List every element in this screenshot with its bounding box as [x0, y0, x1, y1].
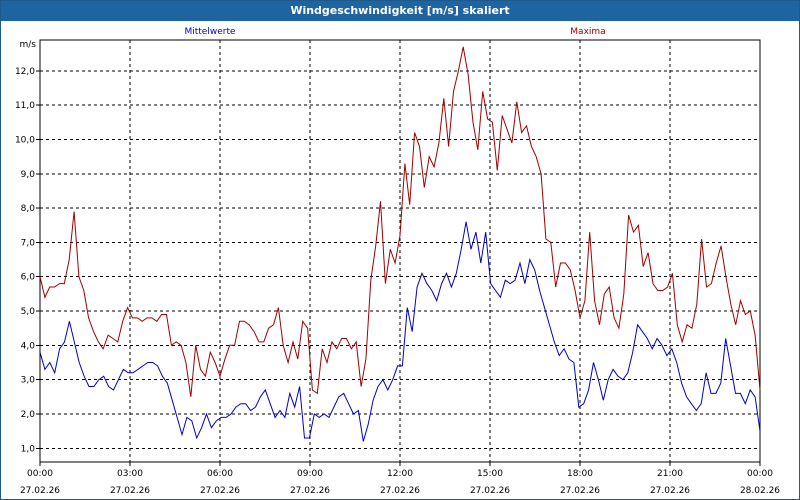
x-tick-date: 27.02.26	[380, 486, 420, 496]
grid-lines	[40, 40, 760, 462]
y-tick-label: 8,0	[21, 204, 36, 214]
x-tick-date: 27.02.26	[200, 486, 240, 496]
y-tick-label: 2,0	[21, 410, 36, 420]
axis-ticks: 1,0 2,0 3,0 4,0 5,0 6,0 7,0 8,0 9,0 10,0 11,0 12,0 0…	[15, 67, 780, 496]
x-tick-time: 00:00	[747, 469, 773, 479]
x-tick-time: 15:00	[477, 469, 503, 479]
x-tick-date: 27.02.26	[20, 486, 60, 496]
x-tick-date: 27.02.26	[290, 486, 330, 496]
x-tick-date: 27.02.26	[470, 486, 510, 496]
x-tick-time: 12:00	[387, 469, 413, 479]
legend-mittelwerte: Mittelwerte	[184, 27, 235, 37]
x-tick-time: 21:00	[657, 469, 683, 479]
x-tick-date: 28.02.26	[740, 486, 780, 496]
series-line-maxima	[39, 46, 761, 397]
y-tick-label: 5,0	[21, 307, 36, 317]
y-tick-label: 3,0	[21, 376, 36, 386]
y-tick-label: 6,0	[21, 273, 36, 283]
y-tick-label: 1,0	[21, 444, 36, 454]
x-tick-time: 00:00	[27, 469, 53, 479]
series-line-mittelwerte	[39, 221, 761, 442]
chart-title: Windgeschwindigkeit [m/s] skaliert	[1, 1, 799, 21]
y-tick-label: 7,0	[21, 238, 36, 248]
y-tick-label: 12,0	[15, 67, 35, 77]
x-tick-date: 27.02.26	[110, 486, 150, 496]
y-tick-label: 11,0	[15, 101, 35, 111]
x-tick-time: 06:00	[207, 469, 233, 479]
y-tick-label: 4,0	[21, 341, 36, 351]
y-axis-label: m/s	[20, 40, 37, 50]
x-tick-time: 09:00	[297, 469, 323, 479]
series-lines	[39, 46, 761, 442]
x-tick-date: 27.02.26	[560, 486, 600, 496]
x-tick-time: 18:00	[567, 469, 593, 479]
legend-maxima: Maxima	[570, 27, 605, 37]
y-tick-label: 10,0	[15, 135, 35, 145]
y-tick-label: 9,0	[21, 170, 36, 180]
x-tick-date: 27.02.26	[650, 486, 690, 496]
x-tick-time: 03:00	[117, 469, 143, 479]
